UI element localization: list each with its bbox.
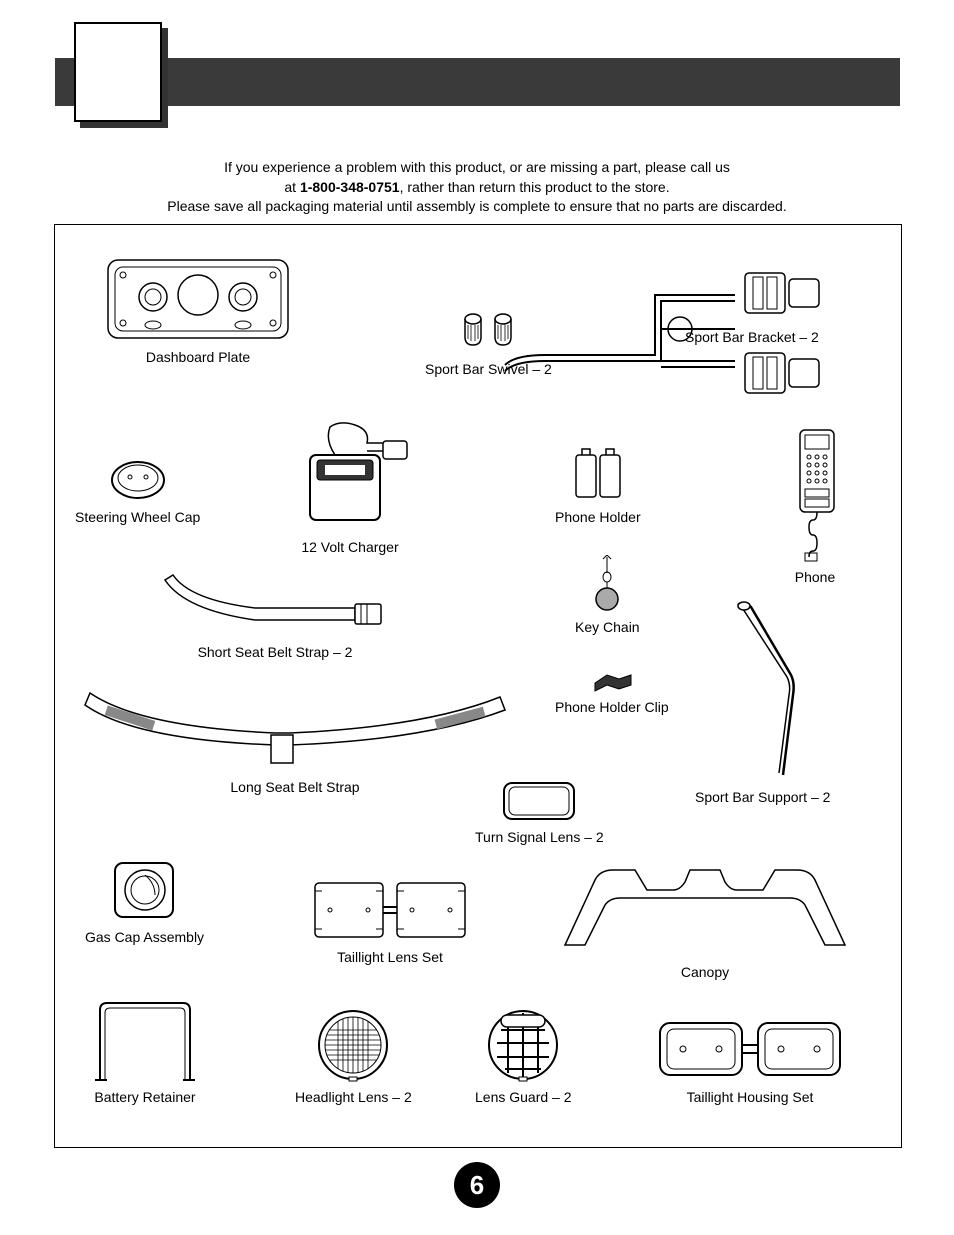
- header-bar: [55, 58, 900, 106]
- phone-holder-clip-icon: [587, 665, 637, 695]
- taillight-housing-icon: [655, 1015, 845, 1085]
- steering-wheel-cap-label: Steering Wheel Cap: [75, 509, 200, 525]
- canopy-label: Canopy: [555, 964, 855, 980]
- intro-line3: Please save all packaging material until…: [0, 197, 954, 217]
- part-charger: 12 Volt Charger: [285, 415, 415, 555]
- part-key-chain: Key Chain: [575, 555, 640, 635]
- canopy-icon: [555, 850, 855, 960]
- part-dashboard-plate: Dashboard Plate: [103, 255, 293, 365]
- part-sport-bar-support: Sport Bar Support – 2: [695, 595, 830, 805]
- phone-holder-label: Phone Holder: [555, 509, 641, 525]
- taillight-lens-label: Taillight Lens Set: [310, 949, 470, 965]
- dashboard-plate-icon: [103, 255, 293, 345]
- short-seat-belt-icon: [155, 570, 395, 640]
- long-seat-belt-label: Long Seat Belt Strap: [75, 779, 515, 795]
- part-gas-cap: Gas Cap Assembly: [85, 855, 204, 945]
- taillight-housing-label: Taillight Housing Set: [655, 1089, 845, 1105]
- intro-line1: If you experience a problem with this pr…: [0, 158, 954, 178]
- phone-label: Phone: [785, 569, 845, 585]
- part-turn-signal-lens: Turn Signal Lens – 2: [475, 775, 604, 845]
- taillight-lens-icon: [310, 875, 470, 945]
- lens-guard-label: Lens Guard – 2: [475, 1089, 572, 1105]
- page-number: 6: [454, 1162, 500, 1208]
- intro-phone: 1-800-348-0751: [300, 179, 400, 195]
- turn-signal-lens-label: Turn Signal Lens – 2: [475, 829, 604, 845]
- headlight-lens-icon: [313, 1005, 393, 1085]
- part-taillight-lens: Taillight Lens Set: [310, 875, 470, 965]
- sport-bar-bracket-label: Sport Bar Bracket – 2: [685, 329, 819, 345]
- sport-bar-support-label: Sport Bar Support – 2: [695, 789, 830, 805]
- key-chain-label: Key Chain: [575, 619, 640, 635]
- sport-bar-bracket-icon: [485, 245, 865, 405]
- gas-cap-icon: [105, 855, 185, 925]
- part-phone-holder: Phone Holder: [555, 445, 641, 525]
- phone-holder-clip-label: Phone Holder Clip: [555, 699, 669, 715]
- gas-cap-label: Gas Cap Assembly: [85, 929, 204, 945]
- battery-retainer-icon: [85, 995, 205, 1085]
- part-lens-guard: Lens Guard – 2: [475, 1005, 572, 1105]
- key-chain-icon: [587, 555, 627, 615]
- part-battery-retainer: Battery Retainer: [85, 995, 205, 1105]
- part-taillight-housing: Taillight Housing Set: [655, 1015, 845, 1105]
- charger-icon: [285, 415, 415, 535]
- battery-retainer-label: Battery Retainer: [85, 1089, 205, 1105]
- part-short-seat-belt: Short Seat Belt Strap – 2: [155, 570, 395, 660]
- part-headlight-lens: Headlight Lens – 2: [295, 1005, 412, 1105]
- part-long-seat-belt: Long Seat Belt Strap: [75, 685, 515, 795]
- header-box: [74, 22, 162, 122]
- part-phone: Phone: [785, 425, 845, 585]
- phone-icon: [785, 425, 845, 565]
- intro-line2: at 1-800-348-0751, rather than return th…: [0, 178, 954, 198]
- intro-text: If you experience a problem with this pr…: [0, 158, 954, 217]
- parts-box: Dashboard Plate Sport Bar Swivel – 2: [54, 224, 902, 1148]
- part-steering-wheel-cap: Steering Wheel Cap: [75, 455, 200, 525]
- short-seat-belt-label: Short Seat Belt Strap – 2: [155, 644, 395, 660]
- steering-wheel-cap-icon: [108, 455, 168, 505]
- sport-bar-support-icon: [713, 595, 813, 785]
- dashboard-plate-label: Dashboard Plate: [103, 349, 293, 365]
- turn-signal-lens-icon: [499, 775, 579, 825]
- part-phone-holder-clip: Phone Holder Clip: [555, 665, 669, 715]
- lens-guard-icon: [483, 1005, 563, 1085]
- phone-holder-icon: [568, 445, 628, 505]
- long-seat-belt-icon: [75, 685, 515, 775]
- headlight-lens-label: Headlight Lens – 2: [295, 1089, 412, 1105]
- part-canopy: Canopy: [555, 850, 855, 980]
- charger-label: 12 Volt Charger: [285, 539, 415, 555]
- part-sport-bar-bracket: Sport Bar Bracket – 2: [485, 245, 865, 405]
